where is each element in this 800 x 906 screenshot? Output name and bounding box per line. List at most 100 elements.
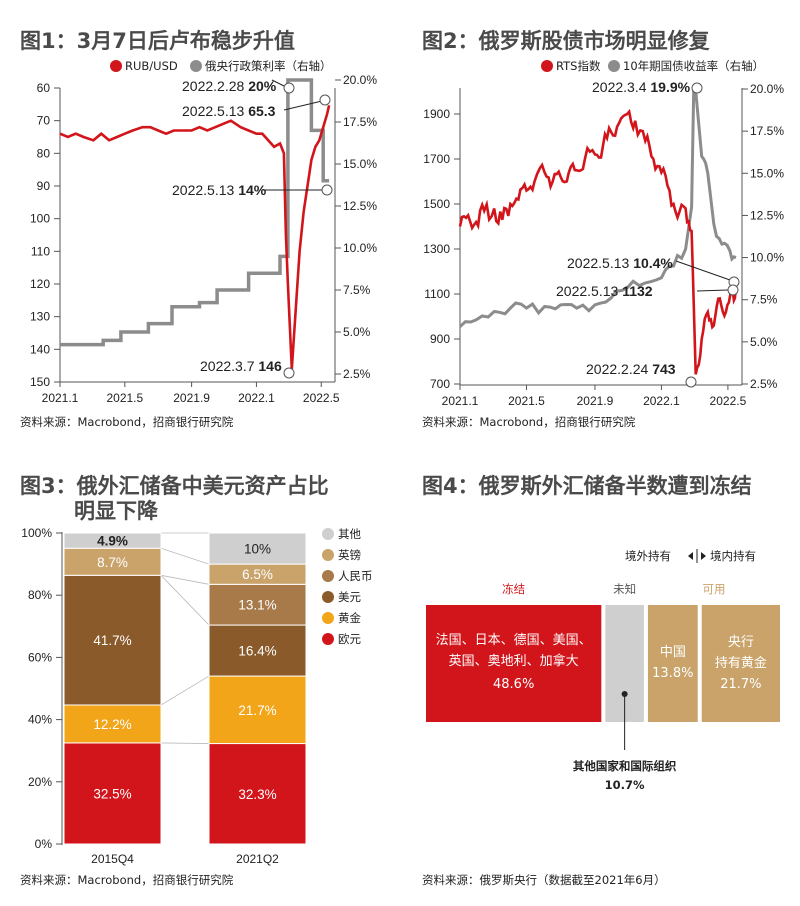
fig3-y-tick-label: 60% (28, 650, 52, 664)
fig2-left-tick-label: 1700 (423, 152, 450, 166)
fig2-title: 图2：俄罗斯股债市场明显修复 (422, 29, 711, 53)
fig1-right-tick-label: 12.5% (343, 199, 377, 213)
fig2-legend-rts: RTS指数 (556, 59, 601, 73)
fig4-segment (701, 605, 780, 722)
fig3-legend-marker (322, 612, 334, 624)
fig4-direction-left: 境外持有 (625, 549, 671, 563)
fig1-left-tick-label: 120 (30, 277, 50, 291)
fig1-legend-marker-rate (190, 60, 202, 72)
fig4-chart: 图4：俄罗斯外汇储备半数遭到冻结 境外持有 境内持有 冻结 未知 可用 法国、日本、… (422, 474, 780, 887)
fig3-legend-label: 其他 (338, 527, 361, 541)
fig3-chart: 图3：俄外汇储备中美元资产占比 明显下降 100%80%60%40%20%0% … (20, 474, 373, 887)
fig1-x-ticks: 2021.1 2021.5 2021.9 2022.1 2022.5 (42, 382, 340, 405)
fig3-title-line2: 明显下降 (74, 499, 159, 523)
fig1-x-tick-label: 2022.1 (238, 391, 275, 405)
fig3-legend-marker (322, 591, 334, 603)
fig2-right-tick-label: 17.5% (750, 124, 784, 138)
fig3-segment-label: 12.2% (93, 717, 131, 732)
fig3-legend-label: 人民币 (338, 569, 373, 583)
fig3-segment-黄金 (63, 704, 162, 744)
fig1-left-tick-label: 100 (30, 212, 50, 226)
fig3-segment-label: 10% (244, 542, 271, 557)
fig1-ann-146: 2022.3.7 146 (200, 358, 282, 374)
fig2-left-ticks: 700 900 1100 1300 1500 1700 1900 (423, 107, 460, 391)
fig1-ann-marker (319, 94, 331, 106)
fig4-segment (426, 605, 602, 722)
fig3-segment-人民币 (208, 583, 307, 626)
fig1-ann-date: 2022.2.28 (182, 78, 244, 94)
fig2-series-rts (458, 108, 738, 375)
fig3-legend-label: 欧元 (338, 632, 361, 646)
fig3-legend-marker (322, 549, 334, 561)
fig1-ann-date: 2022.5.13 (182, 103, 244, 119)
fig2-left-tick-label: 900 (430, 332, 450, 346)
fig1-ann-marker (321, 184, 333, 196)
fig3-segment-欧元 (63, 742, 162, 845)
fig1-right-tick-label: 5.0% (343, 325, 371, 339)
fig1-right-tick-label: 15.0% (343, 157, 377, 171)
fig1-chart: 图1：3月7日后卢布稳步升值 RUB/USD 俄央行政策利率（右轴） 60 70 8… (20, 29, 377, 429)
fig2-annotations: 2022.3.4 19.9% 2022.5.13 10.4% 2022.5.13… (556, 79, 740, 388)
fig4-other-label: 其他国家和国际组织 (573, 759, 677, 773)
fig1-series-rate (60, 78, 330, 347)
fig4-segment-label: 英国、奥地利、加拿大 (449, 653, 579, 669)
fig2-series-bond (458, 87, 737, 328)
fig3-y-tick-label: 0% (35, 837, 53, 851)
fig4-other-value: 10.7% (605, 778, 645, 792)
fig3-legend-marker (322, 633, 334, 645)
fig3-connector (160, 742, 210, 744)
fig1-x-tick-label: 2022.5 (303, 391, 340, 405)
fig4-bars: 法国、日本、德国、美国、英国、奥地利、加拿大 48.6% 其他国家和国际组织 10.7… (426, 605, 780, 792)
fig2-right-tick-label: 15.0% (750, 166, 784, 180)
fig4-segment-value: 13.8% (652, 666, 693, 681)
fig1-ann-14: 2022.5.13 14% (172, 182, 267, 198)
fig1-series-rub (59, 105, 331, 369)
fig3-segment-label: 32.3% (238, 787, 276, 802)
fig1-legend-rub: RUB/USD (125, 59, 178, 73)
fig2-ann-199: 2022.3.4 19.9% (592, 79, 691, 95)
fig2-x-tick-label: 2022.1 (643, 394, 680, 408)
fig2-ann-value: 1132 (622, 283, 653, 299)
fig1-left-tick-label: 110 (31, 244, 50, 258)
fig1-ann-leader (271, 79, 287, 88)
fig3-segment-其他 (208, 532, 307, 565)
fig3-category-label: 2021Q2 (236, 852, 279, 866)
fig1-ann-value: 65.3 (248, 103, 275, 119)
fig2-ann-value: 743 (652, 361, 676, 377)
fig4-segment-label: 中国 (660, 645, 686, 660)
fig2-legend-bond: 10年期国债收益率（右轴） (623, 59, 764, 73)
fig1-left-tick-label: 60 (37, 81, 51, 95)
fig2-legend: RTS指数 10年期国债收益率（右轴） (541, 59, 764, 73)
fig1-ann-leader (283, 100, 323, 111)
fig4-segment-value: 21.7% (720, 677, 761, 692)
fig1-ann-653: 2022.5.13 65.3 (182, 103, 276, 119)
fig1-legend-marker-rub (110, 60, 122, 72)
fig3-segment-label: 32.5% (93, 786, 131, 801)
fig3-segment-label: 4.9% (97, 534, 128, 549)
fig2-legend-marker-rts (541, 60, 553, 72)
fig1-legend-rate: 俄央行政策利率（右轴） (205, 59, 332, 73)
fig3-source: 资料来源：Macrobond，招商银行研究院 (20, 873, 234, 887)
fig2-right-tick-label: 5.0% (750, 335, 778, 349)
fig3-segment-美元 (208, 624, 307, 677)
fig4-segment-label: 法国、日本、德国、美国、 (436, 633, 592, 648)
fig3-legend-label: 黄金 (338, 611, 361, 625)
fig1-annotations: 2022.2.28 20% 2022.5.13 65.3 2022.5.13 1… (172, 78, 333, 379)
fig3-connector (160, 675, 210, 706)
fig4-group-labels: 冻结 未知 可用 (502, 582, 725, 596)
fig3-y-tick-label: 20% (28, 775, 52, 789)
fig2-ann-104: 2022.5.13 10.4% (567, 255, 673, 271)
fig1-right-tick-label: 7.5% (343, 283, 371, 297)
fig1-x-tick-label: 2021.1 (42, 391, 79, 405)
fig1-ann-value: 14% (238, 182, 267, 198)
fig2-ann-marker (727, 284, 739, 296)
fig1-ann-marker (283, 367, 295, 379)
fig2-ann-1132: 2022.5.13 1132 (556, 283, 653, 299)
fig2-right-tick-label: 12.5% (750, 208, 784, 222)
fig3-segment-美元 (63, 574, 162, 706)
fig3-legend-label: 英镑 (338, 548, 361, 562)
fig2-right-tick-label: 2.5% (750, 377, 778, 391)
fig3-y-ticks: 100% 80% 60% 40% 20% 0% (21, 526, 62, 851)
fig2-left-tick-label: 1100 (424, 287, 450, 301)
fig1-left-tick-label: 140 (30, 342, 50, 356)
